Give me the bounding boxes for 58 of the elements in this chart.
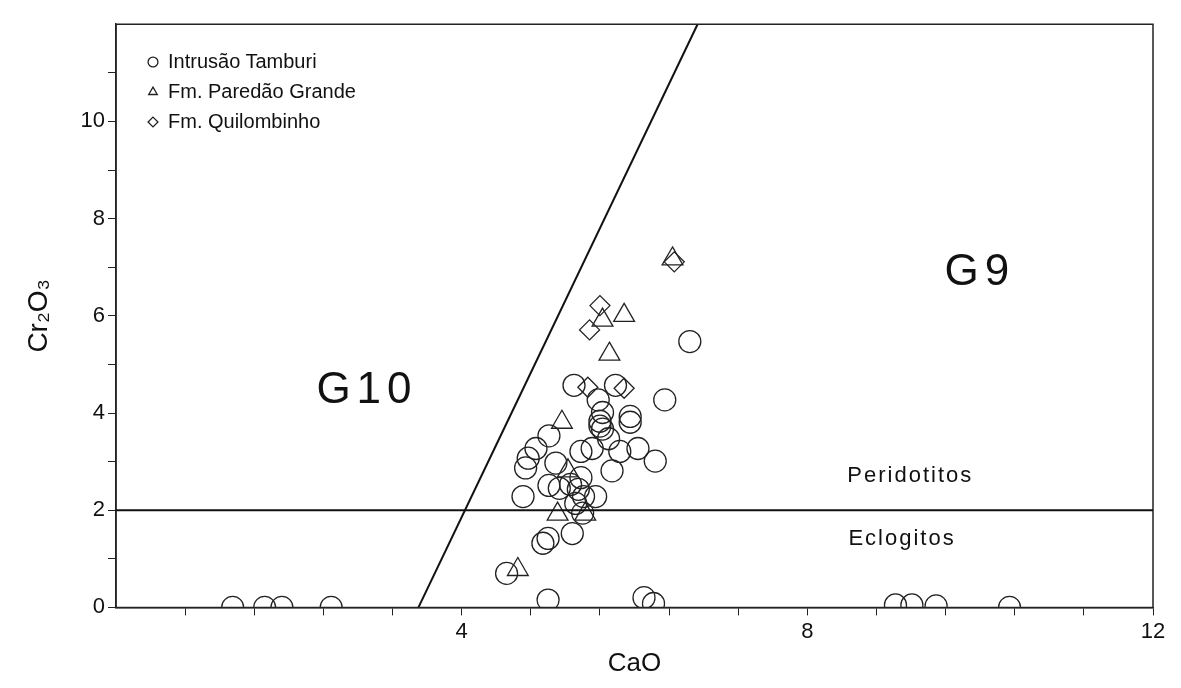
- point: [547, 476, 571, 500]
- point: [578, 319, 601, 341]
- point: [537, 473, 561, 498]
- point: [626, 436, 650, 461]
- point: [571, 484, 596, 509]
- point: [653, 388, 677, 412]
- legend-label: Fm. Quilombinho: [168, 109, 321, 132]
- point: [643, 449, 667, 473]
- x-tick-label: 12: [1140, 617, 1166, 643]
- x-axis-title: CaO: [607, 646, 662, 677]
- point: [516, 446, 540, 470]
- point: [632, 586, 656, 608]
- point: [524, 436, 548, 461]
- point: [564, 491, 588, 516]
- point: [590, 400, 615, 425]
- point: [608, 439, 632, 464]
- annotation: G10: [316, 362, 418, 412]
- y-tick-label: 10: [80, 107, 105, 133]
- point: [513, 456, 538, 480]
- point: [588, 409, 612, 433]
- y-tick-label: 6: [92, 301, 105, 327]
- y-tick-label: 2: [92, 496, 105, 522]
- point: [577, 376, 599, 398]
- point: [678, 329, 702, 354]
- point: [618, 410, 642, 434]
- point: [618, 404, 642, 429]
- point: [586, 388, 610, 412]
- point: [580, 436, 604, 461]
- point: [560, 521, 584, 546]
- point: [511, 484, 535, 509]
- point: [569, 439, 593, 464]
- point: [663, 251, 685, 273]
- annotation: G9: [944, 245, 1016, 295]
- point: [562, 373, 586, 397]
- point: [544, 451, 568, 475]
- point: [603, 373, 628, 397]
- x-tick-label: 4: [455, 617, 468, 643]
- annotation: Peridotitos: [847, 461, 974, 487]
- point: [536, 526, 560, 551]
- point: [531, 531, 555, 555]
- y-tick-label: 4: [92, 399, 105, 425]
- annotation: Eclogitos: [848, 524, 956, 550]
- y-tick-label: 0: [92, 593, 105, 619]
- point: [613, 377, 635, 399]
- point: [589, 294, 611, 317]
- legend-label: Fm. Paredão Grande: [168, 79, 356, 102]
- y-tick-label: 8: [92, 204, 105, 230]
- x-tick-label: 8: [801, 617, 814, 643]
- y-axis-title: Cr₂O₃: [21, 279, 53, 353]
- point: [537, 424, 561, 448]
- point: [558, 472, 583, 497]
- legend-label: Intrusão Tamburi: [168, 49, 317, 72]
- point: [569, 465, 593, 490]
- point: [494, 561, 519, 586]
- point: [600, 459, 624, 483]
- point: [596, 427, 621, 451]
- point: [583, 484, 608, 509]
- point: [566, 477, 590, 501]
